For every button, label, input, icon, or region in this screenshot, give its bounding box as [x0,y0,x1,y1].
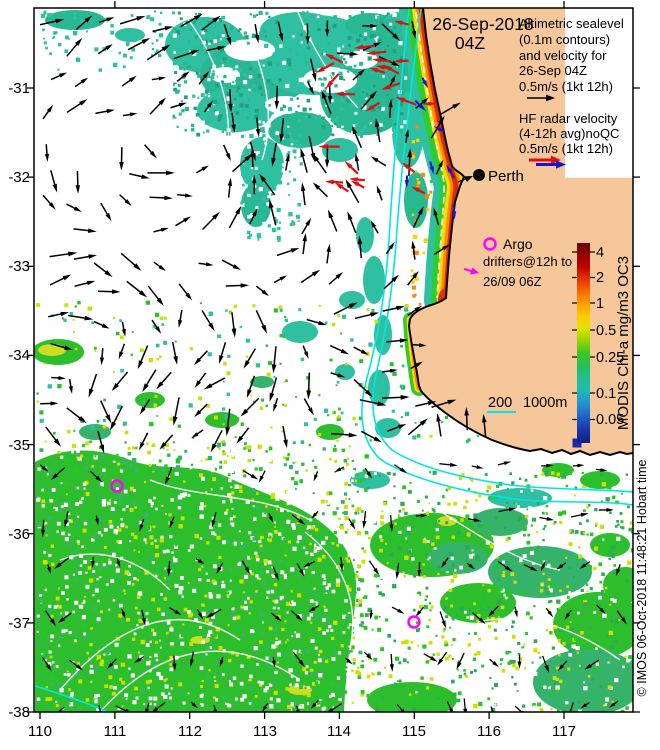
x-tick-label: 112 [178,723,202,740]
x-tick-label: 117 [552,723,576,740]
drifters-legend: drifters@12h to 26/09 06Z [463,254,572,289]
hf-radar-vectors [315,20,438,195]
colorbar-tick-label: 4 [596,245,604,261]
hf-legend-line: 0.5m/s (1kt 12h) [519,141,613,156]
x-tick-label: 113 [253,723,277,740]
time-text: 04Z [455,33,485,53]
argo-legend-label: Argo [503,236,533,252]
drifters-legend-line: drifters@12h to [483,254,572,269]
hf-scale-arrow-blue [536,160,566,169]
hf-legend-line: HF radar velocity [519,111,618,126]
colorbar-tick-label: 1 [596,296,604,312]
altimetry-legend: Altimetric sealevel (0.1m contours) and … [519,16,624,102]
hf-legend-line: (4-12h avg)noQC [519,126,619,141]
altimetry-legend-line: 26-Sep 04Z [519,63,587,78]
argo-legend-marker [483,237,497,251]
y-axis-labels: -31 -32 -33 -34 -35 -36 -37 -38 [8,80,30,721]
sealevel-contours [59,11,621,712]
legend-panel [565,8,633,178]
y-tick-label: -38 [8,704,30,721]
argo-float-marker [110,479,124,493]
city-label: Perth [488,168,524,185]
perth-label-group: Perth [457,168,524,185]
altimetry-legend-line: and velocity for [519,48,607,63]
isobath-1000-label: 1000m [523,395,567,411]
isobath-200-label: 200 [488,395,512,411]
x-tick-label: 115 [402,723,426,740]
hf-scale-arrow-red [529,155,561,165]
argo-legend: Argo [483,236,533,252]
argo-float-marker [407,615,421,629]
colorbar-tick-label: 0.25 [596,350,624,366]
colorbar-axis-label: MODIS Chl-a mg/m3 OC3 [615,256,632,430]
colorbar-tick-label: 2 [596,270,604,286]
perth-city-dot [473,169,485,181]
colorbar-tick-label: 0.5 [596,323,616,339]
hf-radar-vectors-blue [404,77,457,220]
date-text: 26-Sep-2018 [432,14,533,34]
date-header: 26-Sep-2018 04Z [432,14,533,53]
y-tick-label: -31 [8,80,30,97]
x-tick-label: 110 [28,723,52,740]
y-tick-label: -32 [8,169,30,186]
current-vectors [39,13,627,712]
axis-tick-marks [27,1,640,719]
hf-radar-legend: HF radar velocity (4-12h avg)noQC 0.5m/s… [519,111,619,169]
velocity-scale-arrow [527,94,555,102]
y-tick-label: -37 [8,615,30,632]
y-tick-label: -34 [8,347,30,364]
colorbar-ticks [572,251,595,421]
y-tick-label: -36 [8,526,30,543]
colorbar-tick-label: 0.05 [596,412,624,428]
isobath-lines [34,8,633,712]
altimetry-legend-line: (0.1m contours) [519,32,610,47]
x-tick-label: 114 [327,723,351,740]
map-frame [33,7,634,713]
x-axis-labels: 110 111 112 113 114 115 116 117 [28,723,576,740]
coastline [407,8,633,457]
y-tick-label: -33 [8,258,30,275]
drifter-arrow [463,267,479,275]
drifters-legend-line: 26/09 06Z [483,274,542,289]
colorbar: 4 2 1 0.5 0.25 0.1 0.05 MODIS Chl-a mg/m… [572,243,632,443]
colorbar-gradient [577,243,590,443]
credit-text: © IMOS 06-Oct-2018 11:48:21 Hobart time [635,460,649,697]
y-tick-label: -35 [8,437,30,454]
altimetry-legend-line: 0.5m/s (1kt 12h) [519,79,613,94]
x-tick-label: 116 [477,723,501,740]
colorbar-tick-label: 0.1 [596,386,616,402]
coastal-vector [457,176,473,183]
altimetry-legend-line: Altimetric sealevel [519,16,624,31]
isobath-legend: 200 1000m [487,395,567,413]
x-tick-label: 111 [104,723,127,740]
